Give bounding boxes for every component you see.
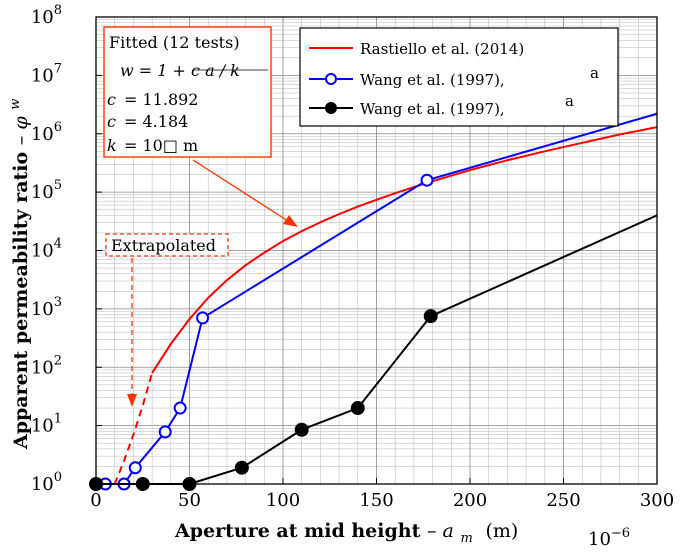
data-point [423, 309, 438, 324]
x-tick-label: 200 [453, 490, 487, 511]
fitted-k-symbol: k [107, 136, 117, 155]
y-tick-label: 105 [31, 178, 62, 203]
x-axis-scale: 10−6 [588, 526, 630, 550]
extrapolated-label: Extrapolated [111, 236, 216, 255]
fitted-c2-symbol: c [107, 112, 116, 131]
y-tick-label: 101 [31, 412, 62, 437]
legend-marker-wang-black [325, 102, 337, 114]
x-tick-label: 150 [359, 490, 393, 511]
data-point [234, 460, 249, 475]
x-tick-label: 300 [640, 490, 674, 511]
fitted-annotation-box: Fitted (12 tests) w = 1 + c a / k c = 11… [103, 26, 272, 158]
y-axis-title: Apparent permeability ratio – φ w [8, 99, 32, 450]
fitted-c1-symbol: c [107, 90, 116, 109]
data-point [173, 401, 187, 415]
y-tick-label: 102 [31, 353, 62, 378]
x-tick-label: 50 [178, 490, 201, 511]
legend-label-wang-black: Wang et al. (1997), [360, 100, 505, 118]
data-point [196, 311, 210, 325]
series-2 [98, 112, 658, 491]
x-axis-symbol: a [443, 520, 454, 542]
extrapolated-annotation: Extrapolated [105, 233, 229, 407]
data-point [128, 461, 142, 475]
data-point [420, 173, 434, 187]
y-tick-label: 108 [31, 3, 62, 28]
y-tick-label: 100 [31, 470, 62, 495]
fitted-k-value: = 10□ m [124, 136, 198, 155]
x-tick-label: 100 [266, 490, 300, 511]
series-layer [89, 112, 658, 491]
legend-label-rastiello: Rastiello et al. (2014) [360, 40, 524, 58]
legend-suffix-wang-black: a [565, 92, 574, 110]
y-tick-label: 106 [31, 120, 62, 145]
axis-ticks: 0 50 100 150 200 250 300 100 101 102 103 104 105 106 1… [31, 3, 674, 511]
series-line [151, 126, 658, 374]
data-point [350, 401, 365, 416]
fitted-arrow [192, 159, 298, 227]
fitted-c1-value: = 11.892 [124, 90, 198, 109]
series-line [113, 372, 154, 485]
y-tick-label: 104 [31, 237, 62, 262]
legend-suffix-wang-blue: a [590, 64, 599, 82]
fitted-c2-value: = 4.184 [124, 112, 188, 131]
data-point [294, 422, 309, 437]
legend-marker-wang-blue [325, 73, 337, 85]
y-tick-label: 103 [31, 295, 62, 320]
data-point [158, 425, 172, 439]
x-tick-label: 0 [90, 490, 101, 511]
legend: Rastiello et al. (2014) Wang et al. (199… [299, 27, 619, 127]
x-axis-title: Aperture at mid height – a m (m) [174, 520, 518, 547]
fitted-title: Fitted (12 tests) [109, 33, 240, 52]
series-0 [151, 126, 658, 374]
series-1 [113, 372, 154, 485]
fitted-equation: w = 1 + c a / k [120, 61, 240, 80]
x-tick-label: 250 [546, 490, 580, 511]
x-axis-subscript: m [460, 531, 472, 546]
y-tick-label: 107 [31, 61, 62, 86]
legend-label-wang-blue: Wang et al. (1997), [360, 71, 505, 89]
